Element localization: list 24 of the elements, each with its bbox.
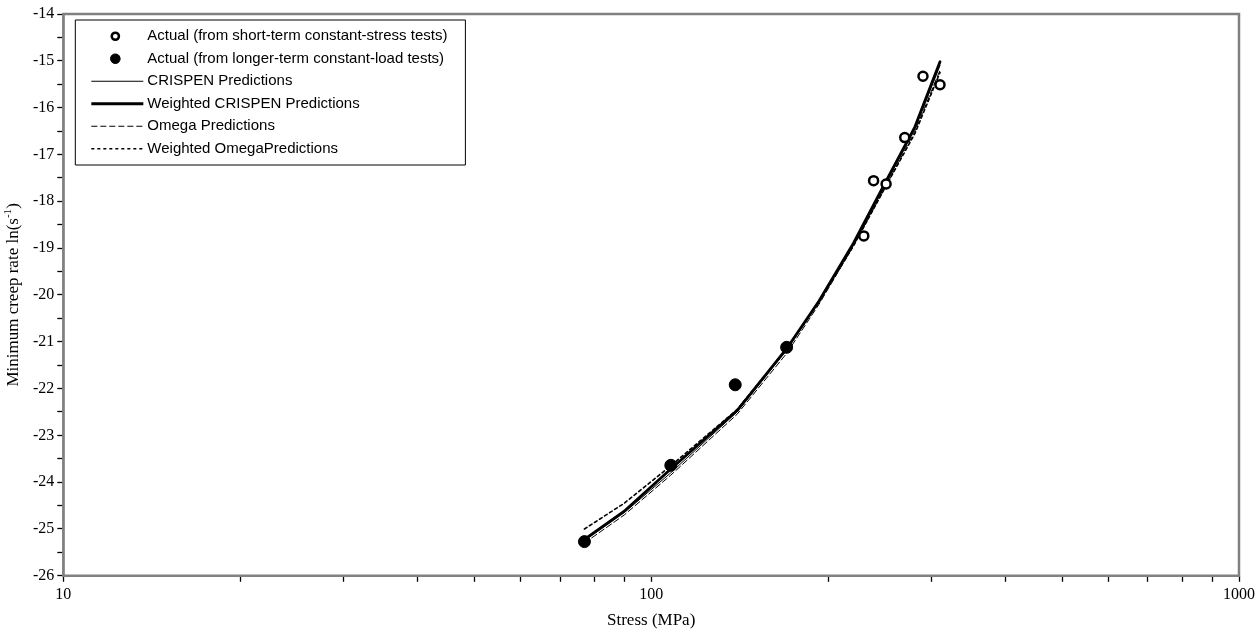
legend-label: Weighted OmegaPredictions (147, 138, 338, 156)
x-tick-label: 100 (639, 584, 664, 602)
legend-label: CRISPEN Predictions (147, 71, 293, 89)
y-tick-label: -16 (33, 97, 55, 115)
y-tick-label: -25 (33, 519, 55, 537)
y-axis-title: Minimum creep rate ln(s-1) (0, 203, 23, 387)
y-tick-label: -14 (33, 4, 55, 22)
legend-label: Weighted CRISPEN Predictions (147, 93, 360, 111)
y-tick-label: -21 (33, 331, 55, 349)
y-tick-label: -24 (33, 472, 55, 490)
legend-label: Actual (from longer-term constant-load tests) (147, 48, 445, 66)
y-tick-label: -26 (33, 566, 55, 583)
y-tick-label: -18 (33, 191, 55, 209)
x-tick-label: 10 (55, 584, 72, 602)
x-axis-title: Stress (MPa) (607, 610, 696, 630)
y-tick-label: -19 (33, 238, 55, 256)
y-tick-label: -22 (33, 378, 55, 396)
x-tick-label: 1000 (1223, 584, 1255, 602)
y-tick-label: -20 (33, 285, 55, 303)
y-tick-label: -23 (33, 425, 55, 443)
y-tick-label: -17 (33, 144, 55, 162)
legend-label: Omega Predictions (147, 116, 275, 134)
legend-label: Actual (from short-term constant-stress tests) (147, 26, 448, 44)
y-tick-label: -15 (33, 51, 55, 69)
